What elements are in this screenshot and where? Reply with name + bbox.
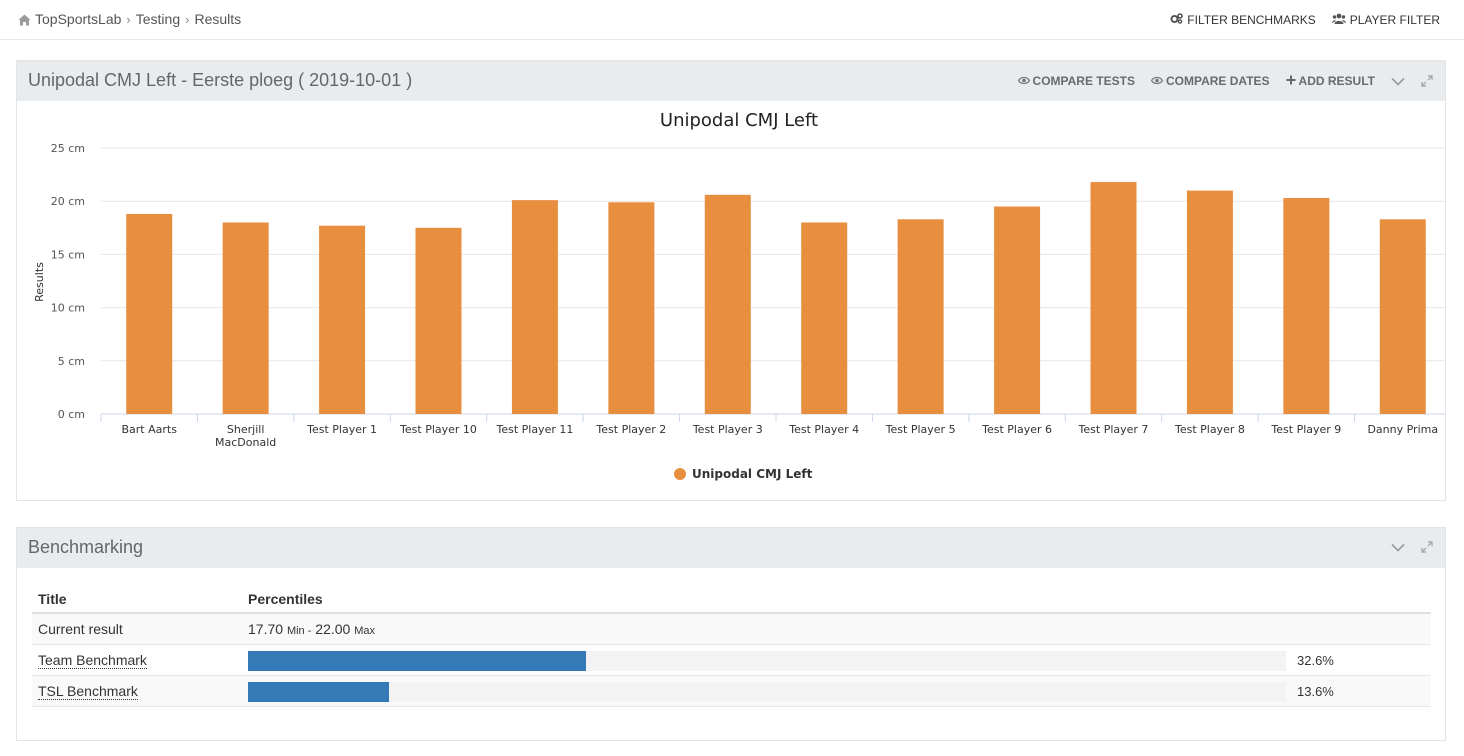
y-tick-label: 10 cm	[51, 302, 85, 315]
percentile-value: 13.6%	[1297, 684, 1334, 699]
current-max-label: Max	[354, 625, 375, 637]
results-panel: Unipodal CMJ Left - Eerste ploeg ( 2019-…	[16, 60, 1446, 501]
breadcrumb-home[interactable]: TopSportsLab	[35, 11, 122, 27]
y-tick-label: 20 cm	[51, 195, 85, 208]
table-row: Team Benchmark 32.6%	[32, 645, 1431, 676]
chart-bar[interactable]	[1090, 182, 1137, 414]
benchmark-table: Title Percentiles Current result 17.70 M…	[32, 584, 1431, 707]
benchmarking-panel-header: Benchmarking	[17, 528, 1445, 568]
benchmarking-panel-title: Benchmarking	[28, 537, 144, 557]
benchmarking-panel: Benchmarking Title Percentiles Current r…	[16, 527, 1446, 741]
chevron-down-icon[interactable]	[1391, 77, 1405, 86]
chart-bar[interactable]	[704, 194, 751, 414]
chart-bar[interactable]	[1186, 190, 1233, 414]
x-tick-label: Danny Prima	[1367, 423, 1438, 436]
chart-title: Unipodal CMJ Left	[660, 110, 818, 131]
chart-bar[interactable]	[222, 222, 269, 414]
x-tick-label: Test Player 9	[1270, 423, 1341, 436]
chevron-down-icon[interactable]	[1391, 543, 1405, 552]
y-tick-label: 0 cm	[58, 408, 85, 421]
chart-bar[interactable]	[1283, 198, 1330, 414]
chart-bar[interactable]	[801, 222, 848, 414]
add-result-label: ADD RESULT	[1298, 74, 1375, 88]
x-tick-label: Bart Aarts	[121, 423, 177, 436]
x-tick-label: Test Player 11	[495, 423, 573, 436]
compare-tests-label: COMPARE TESTS	[1032, 74, 1135, 88]
breadcrumb: TopSportsLab › Testing › Results	[18, 11, 241, 27]
x-tick-label: Test Player 2	[595, 423, 666, 436]
chart-bar[interactable]	[608, 202, 655, 414]
chart-legend[interactable]: Unipodal CMJ Left	[674, 467, 813, 481]
breadcrumb-separator: ›	[185, 11, 190, 27]
breadcrumb-testing[interactable]: Testing	[135, 11, 181, 27]
current-max-value: 22.00	[315, 621, 351, 637]
current-result-label: Current result	[38, 621, 123, 637]
add-result-button[interactable]: ADD RESULT	[1286, 74, 1375, 88]
eye-icon	[1017, 74, 1030, 88]
legend-marker	[674, 468, 686, 480]
filter-benchmarks-button[interactable]: FILTER BENCHMARKS	[1170, 13, 1316, 27]
expand-icon[interactable]	[1421, 541, 1433, 553]
player-filter-label: PLAYER FILTER	[1349, 13, 1440, 27]
x-tick-label: Test Player 8	[1174, 423, 1245, 436]
x-tick-label: Test Player 3	[692, 423, 763, 436]
chart-bar[interactable]	[1379, 219, 1426, 414]
x-tick-label: Test Player 5	[885, 423, 956, 436]
progress-bar	[248, 651, 587, 671]
results-panel-header: Unipodal CMJ Left - Eerste ploeg ( 2019-…	[17, 61, 1445, 101]
y-tick-label: 25 cm	[51, 142, 85, 155]
player-filter-button[interactable]: PLAYER FILTER	[1331, 13, 1440, 27]
compare-tests-button[interactable]: COMPARE TESTS	[1017, 74, 1135, 88]
x-tick-label: Test Player 6	[981, 423, 1052, 436]
progress-bar	[248, 682, 390, 702]
top-bar: TopSportsLab › Testing › Results FILTER …	[0, 0, 1464, 40]
users-icon	[1331, 13, 1346, 27]
home-icon[interactable]	[18, 13, 31, 26]
current-min-value: 17.70	[248, 621, 284, 637]
chart-bar[interactable]	[319, 225, 366, 414]
breadcrumb-separator: ›	[126, 11, 131, 27]
x-tick-label: Test Player 10	[399, 423, 477, 436]
column-header-title: Title	[38, 591, 67, 607]
column-header-percentiles: Percentiles	[248, 591, 323, 607]
tsl-benchmark-link[interactable]: TSL Benchmark	[38, 683, 138, 700]
x-tick-label: Test Player 4	[788, 423, 859, 436]
chart-bar[interactable]	[897, 219, 944, 414]
plus-icon	[1286, 74, 1296, 88]
chart-bar[interactable]	[126, 213, 173, 414]
chart-bar[interactable]	[415, 227, 462, 414]
chart-y-axis-label: Results	[33, 262, 46, 302]
eye-icon	[1150, 74, 1164, 88]
x-tick-label: Test Player 1	[306, 423, 377, 436]
current-result-row: Current result 17.70 Min - 22.00 Max	[32, 614, 1431, 645]
expand-icon[interactable]	[1421, 75, 1433, 87]
current-result-range: 17.70 Min - 22.00 Max	[248, 621, 375, 637]
table-row: TSL Benchmark 13.6%	[32, 676, 1431, 707]
x-tick-label: Test Player 7	[1078, 423, 1149, 436]
chart-bar[interactable]	[511, 200, 558, 414]
compare-dates-label: COMPARE DATES	[1165, 74, 1270, 88]
current-min-label: Min -	[286, 625, 312, 637]
breadcrumb-results: Results	[194, 11, 242, 27]
team-benchmark-link[interactable]: Team Benchmark	[38, 652, 147, 669]
percentile-value: 32.6%	[1297, 653, 1334, 668]
progress-track	[248, 651, 1286, 671]
table-header-row: Title Percentiles	[32, 584, 1431, 614]
filter-benchmarks-label: FILTER BENCHMARKS	[1187, 13, 1316, 27]
y-tick-label: 5 cm	[58, 355, 85, 368]
cogs-icon	[1170, 13, 1184, 27]
chart-bar[interactable]	[994, 206, 1041, 414]
legend-label: Unipodal CMJ Left	[692, 467, 813, 481]
compare-dates-button[interactable]: COMPARE DATES	[1150, 74, 1270, 88]
progress-track	[248, 682, 1286, 702]
x-tick-label: MacDonald	[215, 436, 276, 449]
results-panel-title: Unipodal CMJ Left - Eerste ploeg ( 2019-…	[28, 70, 413, 90]
y-tick-label: 15 cm	[51, 248, 85, 261]
results-bar-chart: Unipodal CMJ Left Results 0 cm 5 cm 10 cm 1…	[33, 110, 1445, 481]
x-tick-label: Sherjill	[227, 423, 264, 436]
